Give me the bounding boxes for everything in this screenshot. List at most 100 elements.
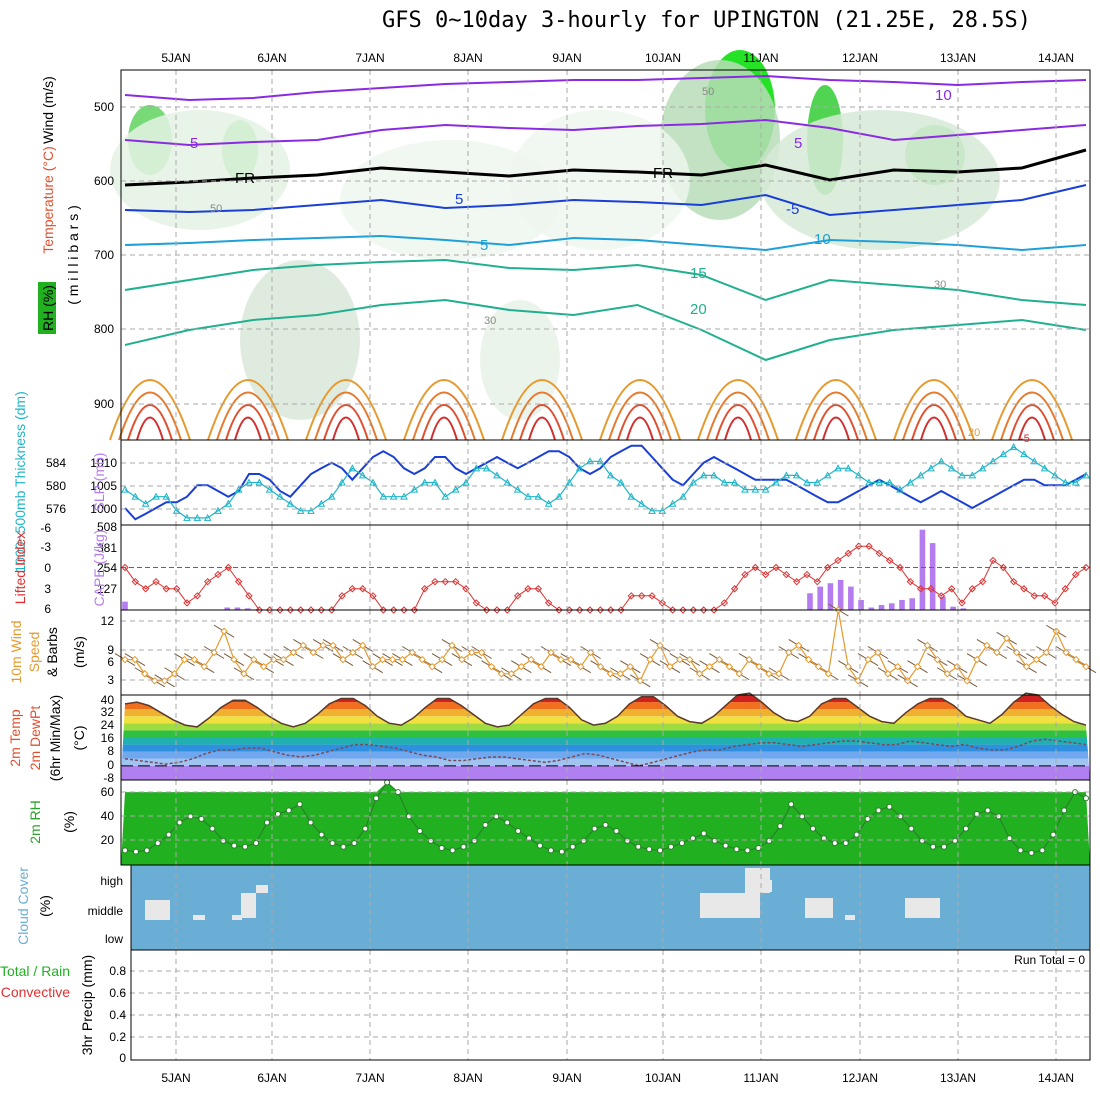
- wind-point: [477, 648, 486, 657]
- li-point: [751, 563, 760, 572]
- li-point: [286, 606, 295, 614]
- contour-label-4: FR: [653, 165, 673, 182]
- surface-contour-0-3: [136, 416, 164, 441]
- contour-label-8: 10: [814, 231, 831, 248]
- surface-contour-3-0: [403, 379, 485, 441]
- cloud-block-10: [905, 898, 940, 918]
- contour-label-15: 20: [968, 427, 980, 439]
- wind-point: [775, 670, 783, 678]
- temp-tick: 8: [107, 744, 114, 758]
- thickness-point: [710, 471, 718, 479]
- surface-contour-1-1: [216, 391, 280, 441]
- wind-point: [329, 641, 337, 650]
- li-point: [493, 606, 501, 614]
- li-point: [348, 585, 357, 593]
- cape-bar: [899, 599, 905, 610]
- rh-point: [591, 825, 598, 832]
- cape-tick: 508: [97, 520, 117, 534]
- wind-point: [428, 662, 436, 671]
- cloud-block-2: [232, 915, 242, 920]
- surface-contour-7-0: [795, 379, 877, 441]
- rh-shade-11: [480, 300, 560, 420]
- thickness-point: [534, 492, 543, 500]
- cape-bar: [224, 607, 231, 610]
- cape-tick: 254: [97, 561, 117, 575]
- thickness-point: [792, 471, 801, 479]
- wind-tick: 12: [101, 614, 115, 628]
- thickness-point: [141, 499, 150, 507]
- wind-point: [368, 662, 377, 671]
- thickness-point: [751, 485, 760, 493]
- cape-bar: [960, 608, 967, 610]
- thickness-point: [431, 478, 439, 486]
- thickness-point: [224, 499, 233, 507]
- rh-label: 2m RH: [27, 800, 43, 844]
- li-point: [896, 563, 904, 572]
- rh-point: [700, 830, 707, 837]
- contour-label-14: 30: [484, 315, 496, 327]
- rh-point: [722, 842, 729, 849]
- contour-label-12: 50: [210, 203, 222, 215]
- wind-point: [933, 655, 942, 664]
- li-point: [792, 577, 801, 586]
- rh-point: [427, 837, 434, 844]
- li-point: [1040, 592, 1049, 600]
- pressure-level-tick: 700: [94, 248, 114, 262]
- slp-tick: 1005: [90, 479, 117, 493]
- thickness-point: [451, 485, 460, 493]
- wind-point: [468, 648, 476, 657]
- contour-label-7: 5: [480, 237, 488, 254]
- temp-label-b: 2m DewPt: [27, 706, 43, 771]
- wind-point: [705, 662, 714, 671]
- wind-point: [339, 655, 347, 664]
- wind-point: [983, 641, 991, 650]
- temp-contour-4: [124, 234, 1087, 252]
- wind-point: [527, 655, 535, 664]
- thickness-point: [916, 471, 925, 479]
- rh-shade-10: [240, 260, 360, 420]
- surface-contour-2-1: [314, 391, 378, 441]
- li-point: [1071, 570, 1080, 579]
- thickness-point: [524, 492, 532, 500]
- surface-contour-4-1: [510, 391, 574, 441]
- date-label-bottom: 7JAN: [355, 1071, 384, 1085]
- temp-tick: 40: [101, 693, 115, 707]
- thickness-tick: 580: [46, 479, 66, 493]
- wind-point: [141, 670, 149, 678]
- thickness-point: [348, 464, 357, 472]
- rh-point: [154, 840, 161, 847]
- li-point: [927, 585, 935, 593]
- surface-contour-8-0: [893, 379, 975, 441]
- date-label-top: 7JAN: [355, 51, 384, 65]
- wind-point: [408, 648, 417, 657]
- slp-axis-label: SLP (mb): [91, 453, 107, 512]
- surface-contour-1-0: [207, 379, 289, 441]
- cape-bar: [909, 598, 916, 610]
- thickness-point: [844, 464, 853, 472]
- li-point: [462, 585, 470, 593]
- wind-point: [923, 641, 932, 650]
- li-tick: 3: [44, 582, 51, 596]
- rh-point: [919, 837, 926, 844]
- wind-unit-label: (m/s): [71, 636, 87, 668]
- wind-point: [824, 670, 833, 678]
- wind-point: [299, 641, 308, 650]
- li-point: [958, 599, 966, 607]
- thickness-point: [544, 499, 553, 507]
- thickness-point: [906, 478, 915, 486]
- temp-line: [124, 692, 1087, 728]
- wind-label-a: 10m Wind: [8, 620, 24, 683]
- rh-point: [962, 825, 969, 832]
- thickness-point: [896, 485, 904, 493]
- li-point: [482, 606, 491, 614]
- rh-point: [318, 831, 325, 838]
- data-layer: [109, 50, 1097, 950]
- li-point: [389, 606, 398, 614]
- li-point: [854, 542, 863, 550]
- wind-point: [319, 641, 327, 650]
- surface-contour-8-2: [911, 404, 957, 441]
- precip-tick: 0.4: [109, 1008, 126, 1022]
- wind-point: [874, 648, 882, 657]
- temp-contour-6: [124, 298, 1087, 362]
- li-point: [844, 549, 853, 558]
